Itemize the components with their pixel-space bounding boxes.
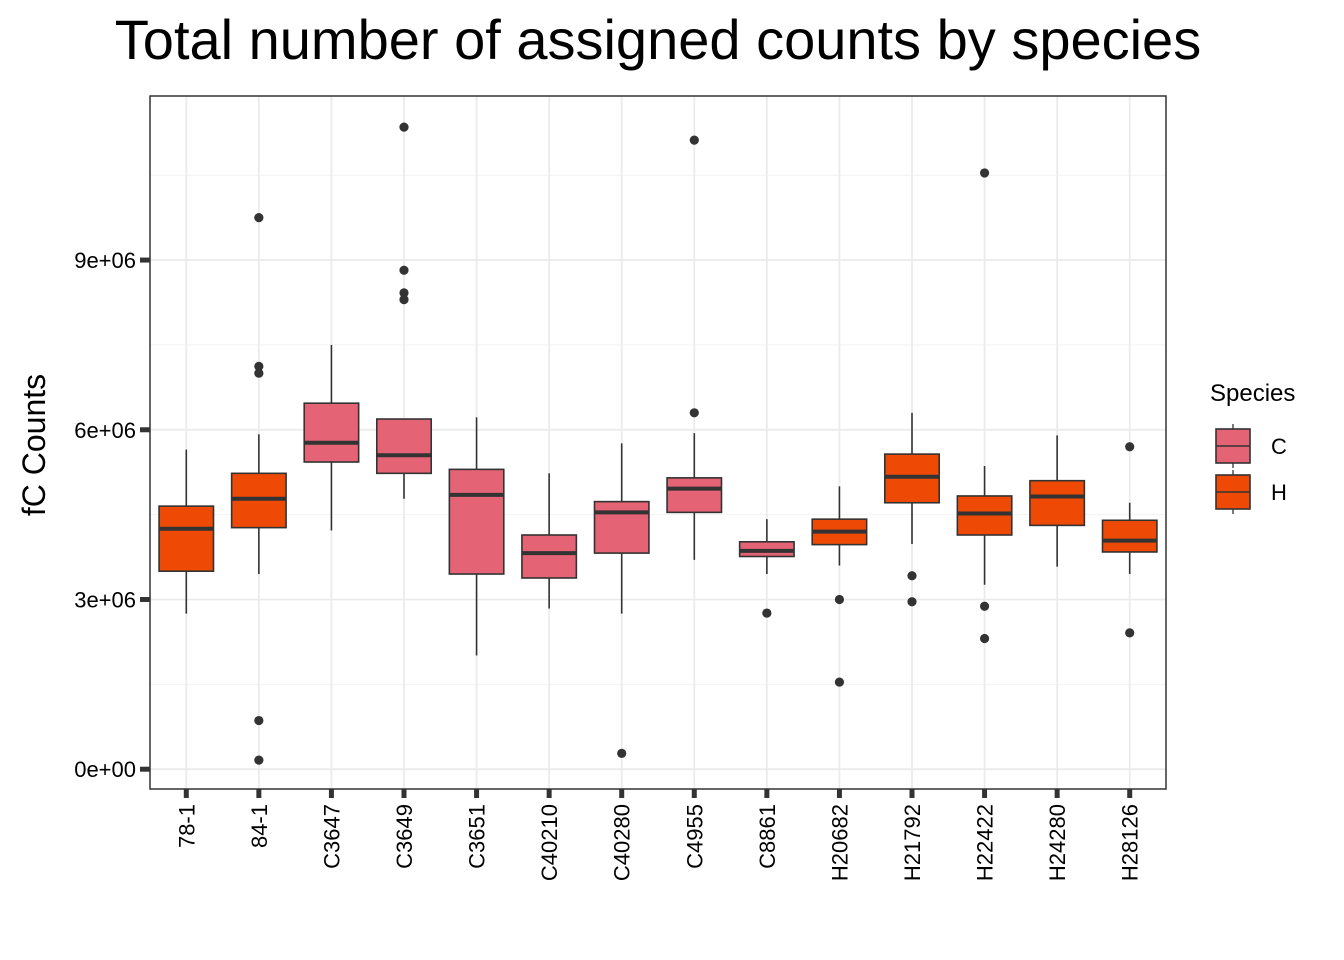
x-tick-label: C40280 [610, 804, 635, 881]
outlier-point [979, 168, 990, 178]
box-C4955 [666, 135, 723, 560]
x-tick-label: C3647 [319, 804, 344, 869]
box-body [448, 468, 505, 575]
y-tick-label: 9e+06 [74, 248, 136, 273]
box-84-1 [230, 213, 287, 765]
x-tick-label: 84-1 [247, 804, 272, 848]
outlier-point [979, 633, 990, 644]
outlier-point [254, 213, 264, 223]
outlier-point [979, 601, 990, 611]
y-axis: 0e+00 3e+06 6e+06 9e+06 [74, 248, 150, 782]
panel-border [149, 95, 1167, 790]
x-tick-label: H22422 [973, 804, 998, 881]
box-H24280 [1029, 435, 1086, 567]
y-tick-label: 3e+06 [74, 587, 136, 612]
box-C3649 [375, 122, 433, 499]
panel-background [150, 96, 1166, 789]
box-body [1101, 519, 1158, 553]
outlier-point [254, 361, 264, 372]
x-tick-label: H20682 [827, 804, 852, 881]
y-tick-label: 0e+00 [74, 757, 136, 782]
box-body [375, 418, 433, 475]
plot-panel [149, 95, 1167, 790]
y-axis-label: fC Counts [16, 374, 52, 516]
outlier-point [762, 608, 772, 618]
outlier-point [834, 594, 845, 605]
box-body [521, 534, 578, 579]
box-body [666, 477, 723, 514]
box-C40280 [593, 443, 650, 758]
legend-label: H [1271, 480, 1287, 505]
box-body [303, 402, 360, 463]
legend-entry-H: H [1215, 470, 1287, 514]
box-H28126 [1101, 442, 1158, 638]
outlier-point [254, 368, 264, 378]
chart-title: Total number of assigned counts by speci… [115, 8, 1201, 71]
x-tick-label: C3649 [392, 804, 417, 869]
outlier-point [689, 408, 699, 418]
box-C3647 [303, 344, 360, 531]
box-H20682 [811, 486, 868, 687]
box-body [158, 505, 215, 572]
x-tick-label: H24280 [1045, 804, 1070, 881]
x-tick-label: 78-1 [174, 804, 199, 848]
legend-entry-C: C [1215, 424, 1287, 468]
outlier-point [617, 748, 627, 758]
outlier-point [254, 715, 264, 726]
x-tick-label: H21792 [900, 804, 925, 881]
box-C3651 [448, 417, 505, 656]
box-body [1029, 479, 1086, 527]
x-tick-label: C8861 [755, 804, 780, 869]
outlier-point [1125, 628, 1135, 638]
outlier-point [399, 295, 409, 305]
box-H22422 [956, 168, 1013, 644]
x-tick-label: C4955 [682, 804, 707, 869]
outlier-point [689, 135, 699, 145]
outlier-point [399, 122, 409, 132]
outlier-point [907, 597, 917, 607]
outlier-point [834, 677, 845, 687]
legend: Species CH [1210, 380, 1295, 514]
outlier-point [907, 571, 917, 581]
x-tick-label: H28126 [1118, 804, 1143, 881]
x-tick-label: C3651 [465, 804, 490, 869]
outlier-point [399, 265, 409, 275]
legend-label: C [1271, 434, 1287, 459]
box-C8861 [738, 519, 795, 618]
x-tick-label: C40210 [537, 804, 562, 881]
outlier-point [399, 288, 409, 298]
outlier-point [1125, 442, 1135, 452]
box-body [593, 500, 650, 554]
box-78-1 [158, 449, 215, 614]
box-H21792 [883, 412, 941, 607]
outlier-point [254, 755, 264, 765]
legend-title: Species [1210, 380, 1295, 407]
box-C40210 [521, 473, 578, 609]
x-axis: 78-1 84-1 C3647 C3649 C3651 C40210 C40280 C4955… [174, 789, 1143, 881]
y-tick-label: 6e+06 [74, 418, 136, 443]
